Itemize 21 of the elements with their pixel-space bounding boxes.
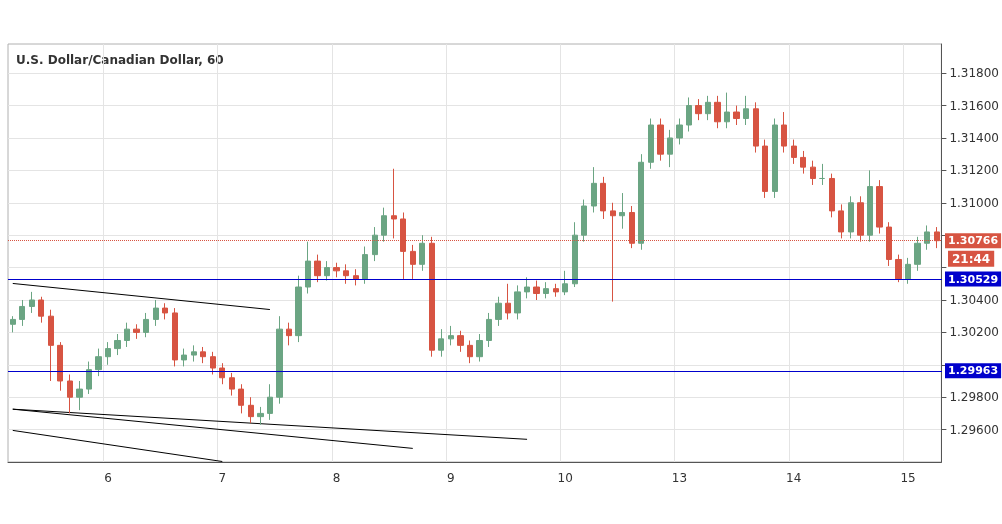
y-tick-label: 1.31400	[949, 130, 999, 145]
y-tick-label: 1.31600	[949, 98, 999, 113]
y-tick-label: 1.31800	[949, 66, 999, 81]
x-tick-label: 14	[786, 471, 802, 485]
y-tick-label: 1.29600	[949, 422, 999, 437]
ref-line-label: 1.30766	[948, 234, 999, 248]
y-tick-label: 1.30200	[949, 325, 999, 340]
x-tick-label: 15	[900, 471, 916, 485]
ref-line-label: 1.30529	[948, 272, 999, 286]
x-tick-label: 7	[218, 471, 227, 485]
text: 21:44	[952, 251, 991, 266]
x-tick-label: 13	[671, 471, 688, 485]
x-tick-label: 8	[332, 471, 341, 485]
x-tick-label: 6	[104, 471, 112, 485]
y-tick-label: 1.30400	[949, 292, 999, 307]
x-tick-label: 10	[557, 471, 573, 485]
y-tick-label: 1.29800	[949, 390, 999, 405]
x-tick-label: 9	[447, 471, 455, 485]
ref-line-label: 1.29963	[948, 364, 999, 378]
y-tick-label: 1.31200	[949, 163, 999, 178]
y-tick-label: 1.31000	[949, 195, 999, 210]
